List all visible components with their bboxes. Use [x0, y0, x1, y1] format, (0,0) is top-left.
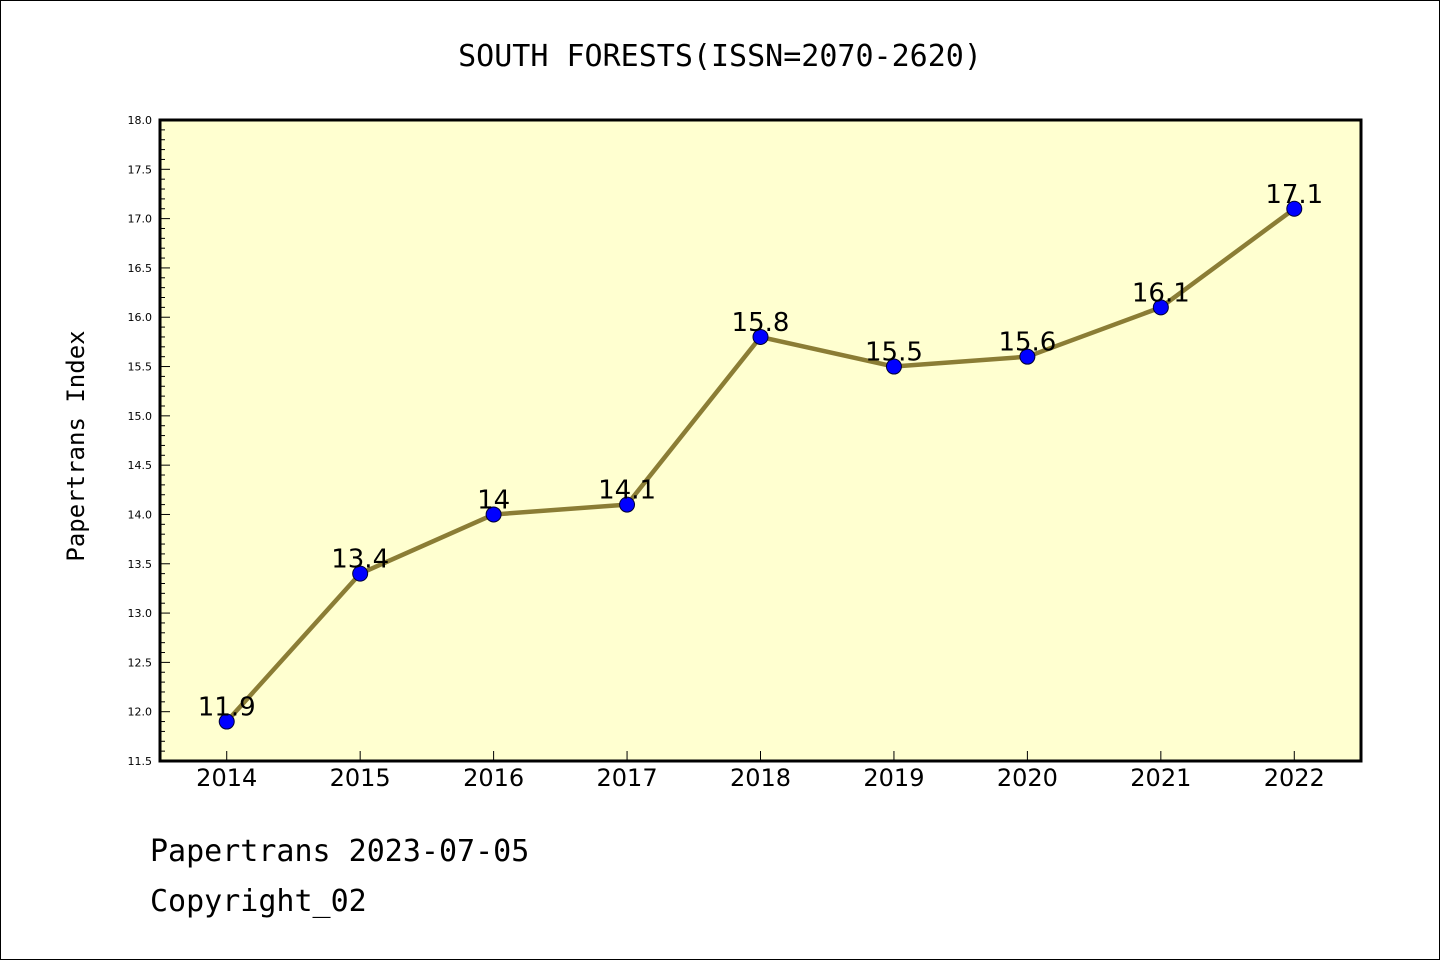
data-label-2015: 13.4 — [331, 545, 389, 575]
chart-title: SOUTH FORESTS(ISSN=2070-2620) — [458, 39, 982, 74]
data-label-2022: 17.1 — [1265, 180, 1323, 210]
y-tick-label: 12.0 — [128, 706, 153, 719]
data-label-2021: 16.1 — [1132, 278, 1190, 308]
data-point-2020 — [1019, 348, 1036, 365]
x-tick-label: 2018 — [730, 764, 791, 792]
x-tick-label: 2020 — [997, 764, 1058, 792]
y-axis-label: Papertrans Index — [62, 330, 90, 561]
y-tick-label: 18.0 — [128, 114, 153, 127]
data-point-2017 — [619, 496, 636, 513]
y-tick-label: 17.5 — [128, 163, 153, 176]
x-tick-label: 2022 — [1264, 764, 1325, 792]
x-tick-label: 2019 — [863, 764, 924, 792]
data-label-2020: 15.6 — [998, 328, 1056, 358]
y-tick-label: 13.0 — [128, 607, 153, 620]
plot-area — [160, 120, 1361, 761]
data-label-2017: 14.1 — [598, 476, 656, 506]
data-point-2016 — [485, 506, 502, 523]
y-tick-label: 17.0 — [128, 213, 153, 226]
x-tick-label: 2014 — [196, 764, 257, 792]
y-tick-label: 14.5 — [128, 459, 153, 472]
y-tick-label: 15.5 — [128, 361, 153, 374]
x-tick-label: 2017 — [597, 764, 658, 792]
data-point-2014 — [218, 713, 235, 730]
x-tick-label: 2015 — [330, 764, 391, 792]
plot-border — [158, 118, 1363, 763]
data-label-2016: 14 — [477, 485, 510, 515]
x-axis: 2014 2015 2016 2017 2018 2019 2020 2021 2022 — [196, 751, 1325, 792]
data-label-2018: 15.8 — [732, 308, 790, 338]
x-tick-label: 2021 — [1130, 764, 1191, 792]
y-tick-label: 16.5 — [128, 262, 153, 275]
y-tick-label: 11.5 — [128, 755, 153, 768]
data-point-2019 — [885, 358, 902, 375]
y-tick-label: 16.0 — [128, 311, 153, 324]
y-tick-label: 12.5 — [128, 656, 153, 669]
y-tick-label: 14.0 — [128, 508, 153, 521]
y-tick-label: 13.5 — [128, 558, 153, 571]
y-tick-label: 15.0 — [128, 410, 153, 423]
data-label-2014: 11.9 — [198, 693, 256, 723]
y-axis: 11.5 12.0 12.5 13.0 13.5 14.0 14.5 15.0 15.5 16.0… — [128, 114, 170, 768]
data-label-2019: 15.5 — [865, 338, 923, 368]
footer-copyright: Copyright_02 — [150, 884, 367, 919]
footer-date: Papertrans 2023-07-05 — [150, 834, 530, 869]
data-point-2022 — [1286, 200, 1303, 217]
data-point-2015 — [352, 565, 369, 582]
x-tick-label: 2016 — [463, 764, 524, 792]
data-labels: 11.9 13.4 14 14.1 15.8 15.5 15.6 16.1 17.1 — [198, 180, 1323, 723]
data-point-2021 — [1152, 299, 1169, 316]
series-index — [218, 200, 1303, 730]
data-point-2018 — [752, 328, 769, 345]
